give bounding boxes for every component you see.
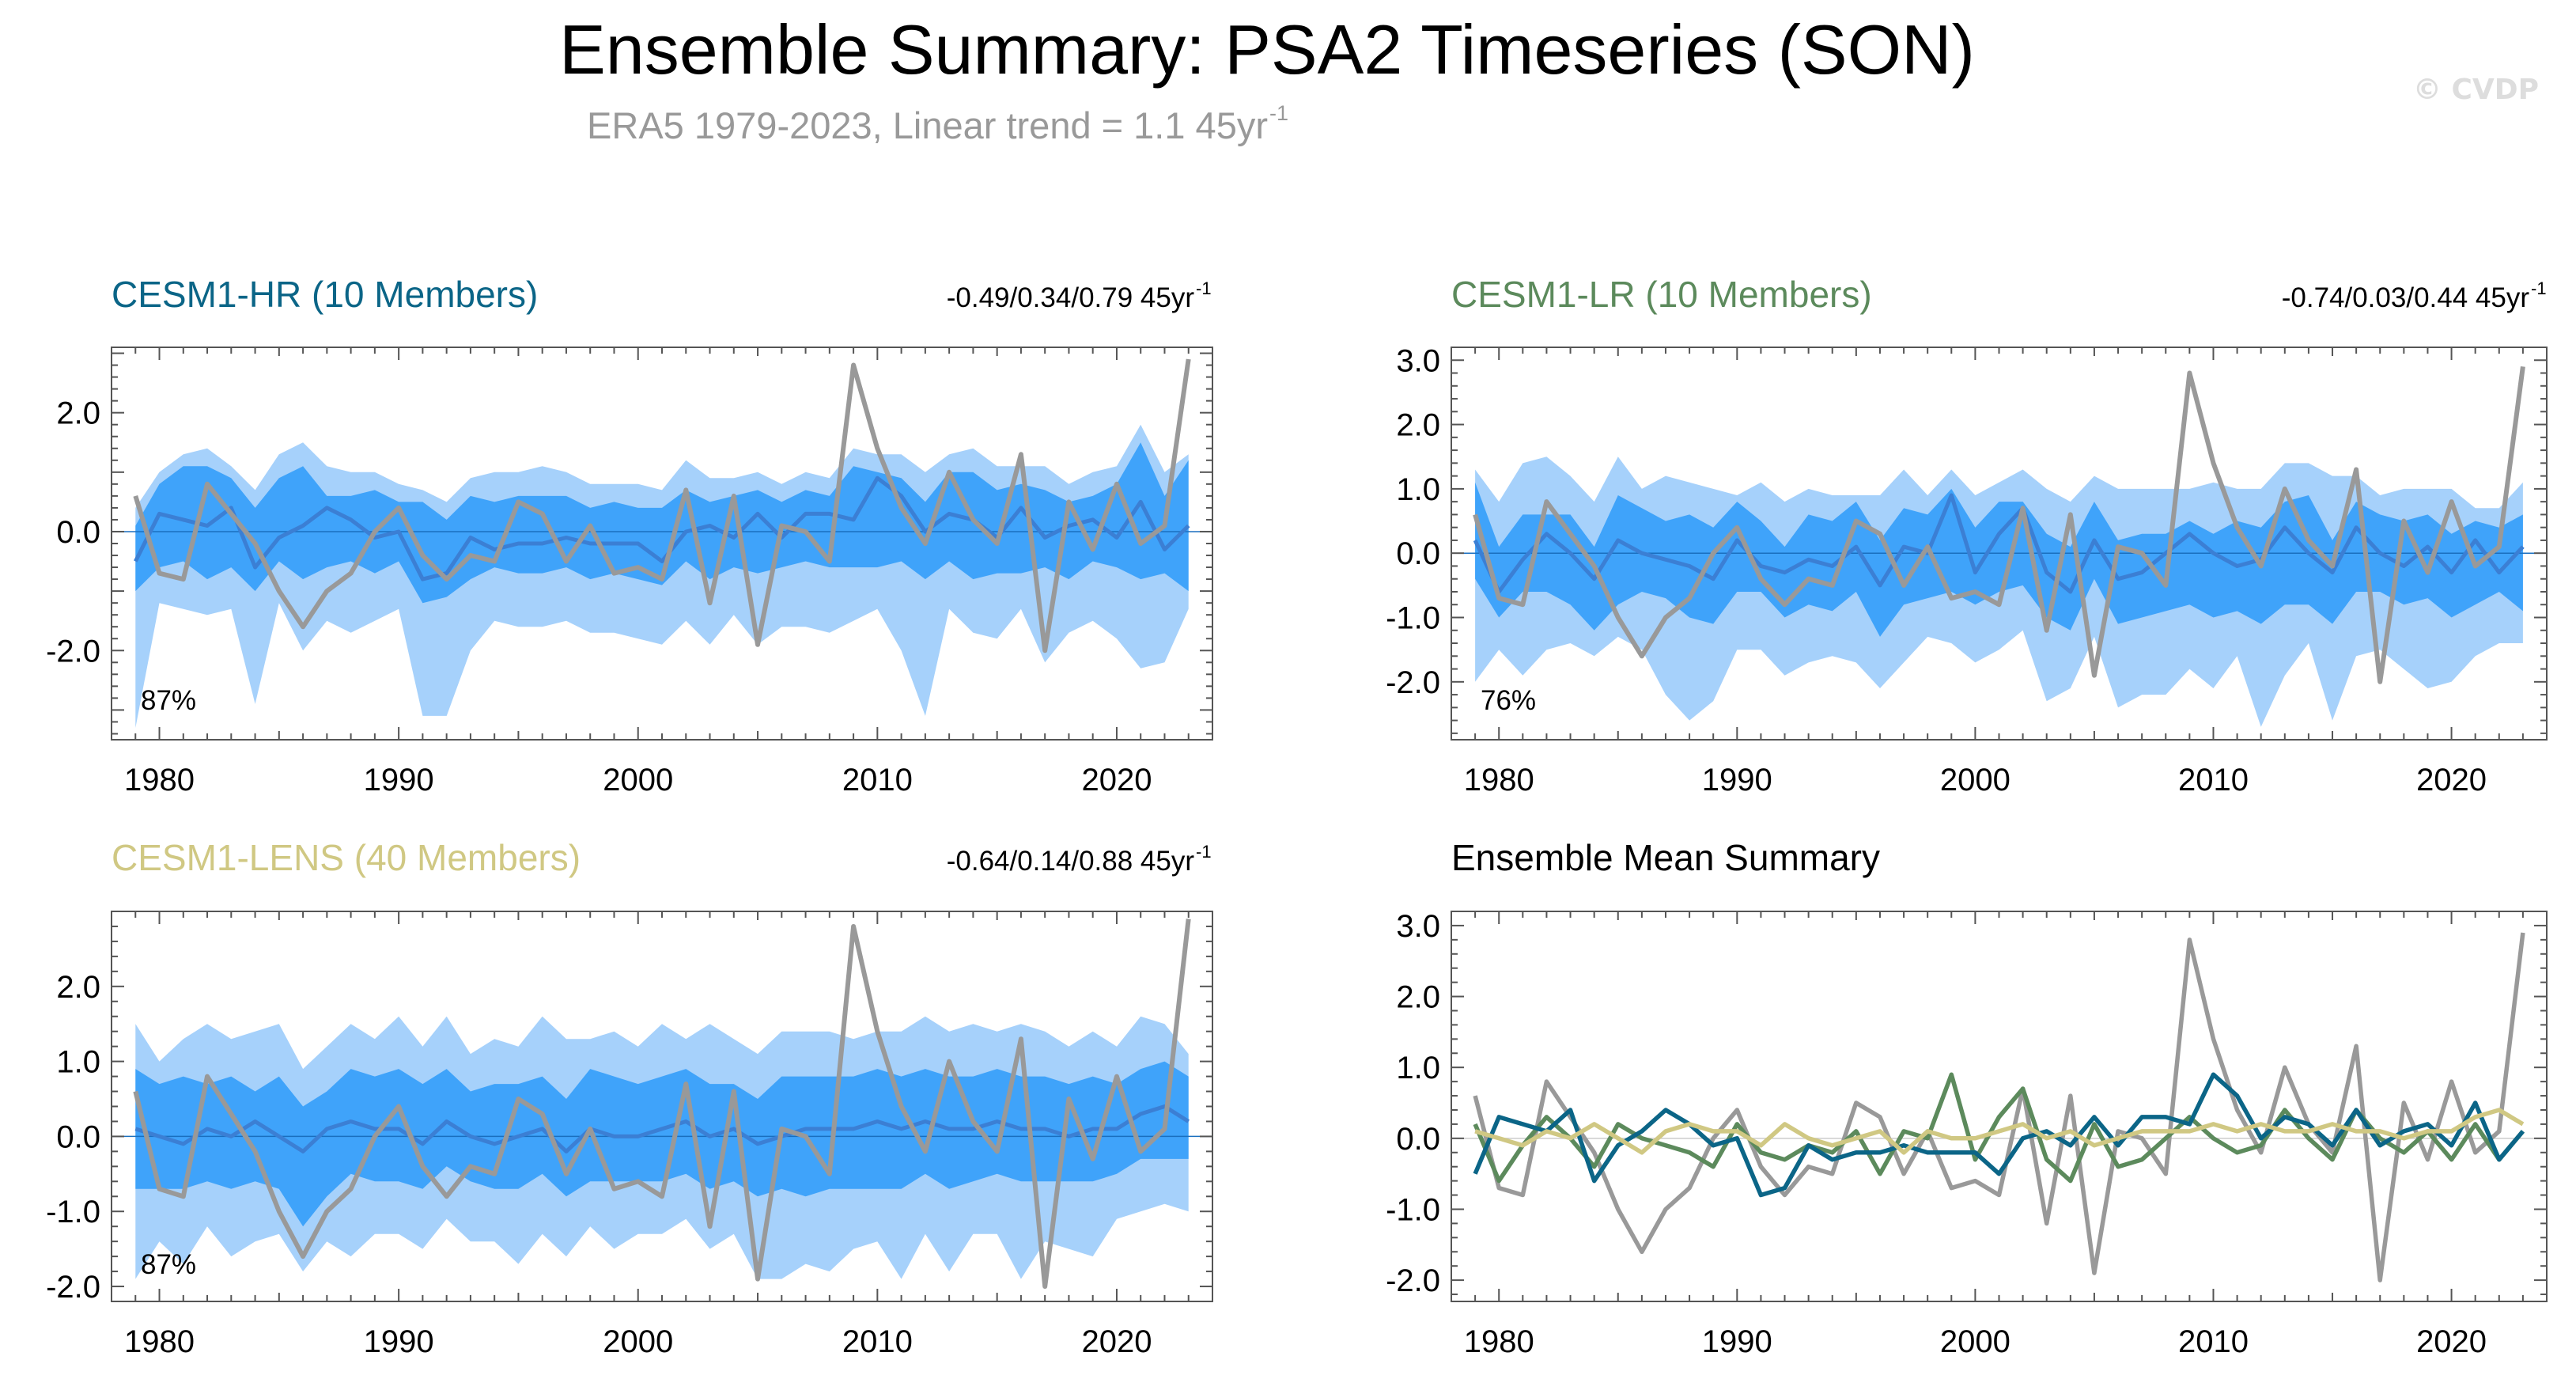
y-tick-label: 1.0 [56,1045,100,1080]
y-tick-label: 1.0 [1396,1051,1440,1085]
y-tick-label: -2.0 [46,1270,100,1305]
plot-area-lens [112,919,1212,1289]
panel-lens: 1980 1990 2000 2010 2020 -2.0 -1.0 0.0 1.0 2.0 CES… [46,837,1213,1359]
y-tick-label: 0.0 [56,1119,100,1154]
percent-label-lens: 87% [141,1249,196,1280]
y-tick-label: 3.0 [1396,909,1440,944]
panel-title-summary: Ensemble Mean Summary [1451,837,1880,878]
subtitle-text: ERA5 1979-2023, Linear trend = 1.1 45yr [587,104,1268,146]
era5-line-lr [1473,366,2525,684]
y-tick-label: 0.0 [56,515,100,550]
trend-label-lens: -0.64/0.14/0.88 45yr [947,846,1195,877]
series-line-cesm1-lens [1474,1108,2525,1155]
y-tick-label: 2.0 [1396,980,1440,1015]
x-tick-label: 2020 [1081,763,1152,797]
x-tick-label: 2000 [603,1324,673,1359]
x-tick-label: 1990 [364,763,434,797]
y-tick-label: 2.0 [56,396,100,431]
y-tick-label: -2.0 [1386,665,1440,700]
panel-hr: 1980 1990 2000 2010 2020 -2.0 0.0 2.0 CESM1-HR (… [46,274,1213,797]
ensemble-mean-line-hr [134,475,1190,581]
x-tick-label: 2020 [2416,763,2487,797]
panel-summary: 1980 1990 2000 2010 2020 -2.0 -1.0 0.0 1.0 2.0 3.0… [1386,837,2548,1359]
trend-superscript-hr: -1 [1196,278,1212,298]
x-tick-label: 2000 [603,763,673,797]
trend-label-hr: -0.49/0.34/0.79 45yr [947,282,1195,313]
era5-line-lens [133,919,1191,1289]
x-tick-label: 1980 [124,763,195,797]
ensemble-mean-line-lr [1473,493,2525,594]
axes-frame-summary [1451,911,2548,1302]
figure-title: Ensemble Summary: PSA2 Timeseries (SON) [559,10,1975,89]
y-tick-label: 3.0 [1396,343,1440,378]
era5-line-hr [133,358,1191,653]
panel-lr: 1980 1990 2000 2010 2020 -2.0 -1.0 0.0 1.0 2.0 3.0… [1386,274,2548,797]
series-line-cesm1-lr [1473,1072,2525,1184]
plot-area-hr [112,358,1212,728]
series-line-cesm1-hr [1473,1072,2525,1198]
trend-superscript-lr: -1 [2531,278,2547,298]
x-tick-label: 2010 [2178,763,2249,797]
y-tick-label: -1.0 [46,1195,100,1229]
percent-label-hr: 87% [141,685,196,716]
plot-area-summary [1451,932,2547,1282]
spread-10-90-lr [1475,482,2523,637]
y-tick-label: -1.0 [1386,1192,1440,1227]
x-tick-label: 1980 [1464,763,1534,797]
y-tick-label: 2.0 [56,970,100,1005]
x-tick-label: 2010 [842,1324,913,1359]
spread-10-90-lens [135,1061,1189,1227]
cvdp-watermark: © CVDP [2413,74,2539,106]
x-tick-label: 1990 [1702,763,1772,797]
x-tick-label: 2020 [2416,1324,2487,1359]
x-tick-label: 2020 [1081,1324,1152,1359]
panels: 1980 1990 2000 2010 2020 -2.0 0.0 2.0 CESM1-HR (… [46,274,2548,1359]
x-tick-label: 2010 [842,763,913,797]
y-tick-label: -2.0 [46,634,100,669]
plot-area-lr [1451,366,2547,727]
percent-label-lr: 76% [1481,685,1536,716]
x-tick-label: 1980 [124,1324,195,1359]
x-tick-label: 2000 [1940,1324,2010,1359]
spread-10-90-hr [135,442,1189,604]
panel-title-lens: CESM1-LENS (40 Members) [112,837,581,878]
y-tick-label: 2.0 [1396,408,1440,443]
trend-label-lr: -0.74/0.03/0.44 45yr [2282,282,2530,313]
x-tick-label: 1990 [364,1324,434,1359]
x-tick-label: 2010 [2178,1324,2249,1359]
panel-title-hr: CESM1-HR (10 Members) [112,274,538,315]
ensemble-mean-line-lens [134,1104,1190,1153]
panel-title-lr: CESM1-LR (10 Members) [1451,274,1872,315]
y-tick-label: 0.0 [1396,1122,1440,1157]
figure-subtitle: ERA5 1979-2023, Linear trend = 1.1 45yr [587,104,1268,146]
y-tick-label: 0.0 [1396,536,1440,571]
trend-superscript-lens: -1 [1196,842,1212,862]
x-tick-label: 1980 [1464,1324,1534,1359]
y-tick-label: -2.0 [1386,1263,1440,1298]
x-tick-label: 1990 [1702,1324,1772,1359]
x-tick-label: 2000 [1940,763,2010,797]
subtitle-superscript: -1 [1269,101,1288,125]
series-line-era5 [1473,932,2525,1282]
y-tick-label: 1.0 [1396,472,1440,507]
y-tick-label: -1.0 [1386,601,1440,636]
